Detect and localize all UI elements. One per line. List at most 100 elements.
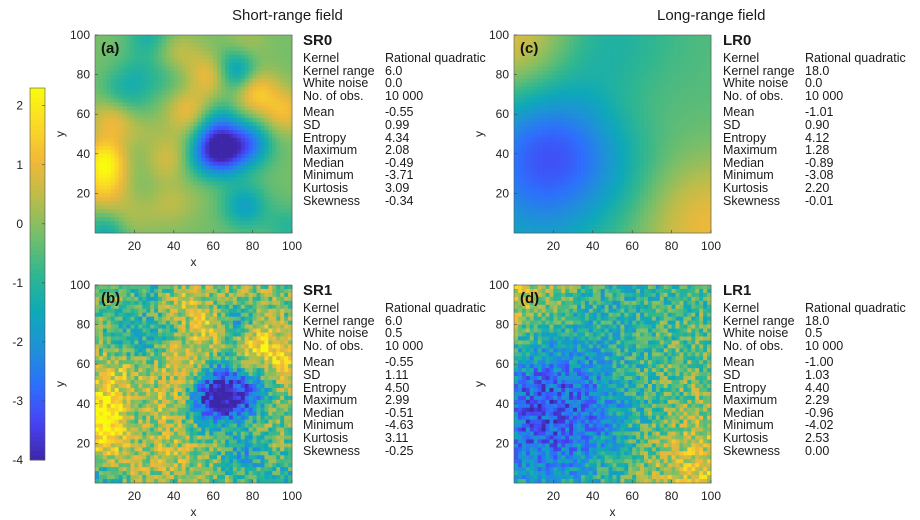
- sr1-cell: [130, 308, 135, 314]
- sr0-cell: [185, 42, 190, 48]
- sr0-cell: [260, 42, 265, 48]
- sr1-cell: [260, 376, 265, 381]
- sr0-cell: [106, 94, 112, 99]
- sr1-cell: [102, 340, 108, 345]
- sr1-cell: [122, 352, 127, 357]
- sr1-cell: [205, 475, 210, 480]
- sr1-cell: [106, 447, 112, 452]
- sr1-cell: [213, 380, 218, 385]
- sr1-cell: [236, 324, 242, 329]
- sr0-cell: [110, 94, 116, 99]
- sr1-cell: [221, 288, 226, 294]
- sr1-cell: [201, 459, 206, 464]
- sr1-cell: [280, 308, 285, 314]
- sr0-cell: [122, 181, 127, 186]
- sr0-cell: [181, 110, 186, 115]
- sr1-cell: [284, 288, 289, 294]
- sr0-cell: [154, 177, 159, 182]
- sr0-cell: [95, 149, 100, 155]
- sr1-cell: [161, 447, 167, 452]
- sr1-cell: [106, 395, 112, 401]
- sr0-cell: [244, 205, 250, 210]
- sr0-cell: [260, 149, 265, 155]
- sr1-cell: [126, 356, 131, 361]
- sr1-cell: [236, 439, 242, 444]
- sr1-cell: [173, 391, 179, 397]
- sr0-cell: [232, 114, 238, 119]
- sr0-cell: [110, 35, 116, 40]
- sr1-cell: [217, 292, 222, 298]
- sr0-cell: [185, 221, 190, 226]
- sr1-cell: [260, 463, 265, 468]
- sr0-cell: [205, 225, 210, 230]
- sr1-cell: [193, 447, 198, 452]
- sr0-cell: [256, 189, 261, 194]
- sr1-cell: [228, 387, 234, 393]
- sr0-cell: [106, 137, 112, 143]
- sr1-cell: [252, 403, 257, 409]
- sr1-cell: [256, 368, 261, 373]
- sr0-cell: [165, 134, 171, 139]
- sr1-cell: [189, 455, 194, 460]
- sr0-cell: [161, 205, 167, 210]
- sr0-cell: [142, 62, 147, 68]
- sr1-cell: [98, 316, 104, 321]
- sr1-cell: [142, 403, 147, 409]
- sr0-cell: [288, 35, 293, 40]
- sr1-cell: [95, 395, 100, 401]
- sr1-cell: [228, 292, 234, 298]
- sr0-cell: [248, 122, 253, 127]
- sr1-cell: [252, 380, 257, 385]
- sr1-cell: [225, 352, 230, 357]
- sr1-cell: [150, 292, 155, 298]
- sr1-cell: [181, 316, 186, 321]
- sr0-cell: [185, 165, 190, 170]
- sr1-cell: [189, 399, 194, 405]
- sr0-cell: [288, 229, 293, 234]
- sr1-cell: [205, 372, 210, 377]
- sr1-cell: [244, 348, 250, 353]
- sr0-cell: [130, 177, 135, 182]
- sr1-cell: [264, 300, 269, 306]
- sr1-cell: [232, 419, 238, 424]
- sr1-cell: [232, 447, 238, 452]
- sr1-cell: [205, 395, 210, 401]
- sr0-cell: [189, 169, 194, 174]
- sr0-cell: [209, 209, 214, 214]
- sr1-cell: [232, 395, 238, 401]
- sr0-cell: [98, 74, 104, 79]
- sr0-cell: [161, 35, 167, 40]
- sr1-cell: [173, 467, 179, 472]
- sr0-cell: [213, 90, 218, 95]
- sr0-cell: [138, 225, 143, 230]
- sr0-cell: [193, 42, 198, 48]
- sr1-cell: [177, 376, 183, 381]
- sr0-cell: [260, 193, 265, 198]
- sr1-cell: [256, 447, 261, 452]
- sr0-cell: [130, 54, 135, 60]
- sr0-cell: [236, 110, 242, 115]
- sr1-cell: [260, 304, 265, 310]
- sr1-cell: [284, 312, 289, 318]
- sr0-cell: [169, 153, 175, 159]
- sr0-cell: [189, 173, 194, 178]
- sr1-cell: [138, 304, 143, 310]
- sr1-cell: [110, 395, 116, 401]
- sr1-cell: [102, 475, 108, 480]
- sr1-cell: [209, 423, 214, 428]
- sr0-cell: [142, 137, 147, 143]
- sr1-cell: [126, 467, 131, 472]
- sr1-cell: [201, 352, 206, 357]
- sr1-cell: [264, 296, 269, 302]
- sr1-cell: [146, 471, 151, 476]
- sr0-cell: [236, 82, 242, 87]
- sr0-cell: [154, 193, 159, 198]
- sr0-cell: [102, 145, 108, 151]
- sr0-cell: [217, 46, 222, 52]
- sr0-cell: [256, 58, 261, 64]
- sr0-cell: [260, 137, 265, 143]
- sr0-cell: [173, 50, 179, 56]
- sr1-cell: [201, 344, 206, 349]
- sr0-cell: [138, 177, 143, 182]
- sr0-cell: [256, 126, 261, 131]
